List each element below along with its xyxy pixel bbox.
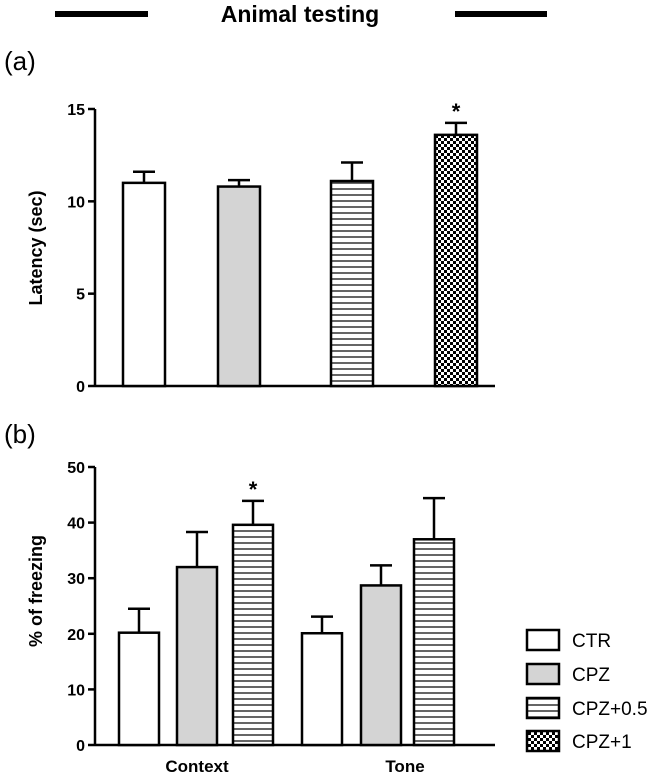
significance-marker: *: [452, 99, 461, 124]
bar-context-ctr: [117, 631, 161, 747]
panel-a-ylabel: Latency (sec): [26, 190, 46, 305]
legend-label: CPZ: [572, 665, 610, 686]
y-tick-label: 20: [67, 627, 85, 644]
legend-label: CTR: [572, 631, 611, 652]
bar-cpz-1: [433, 133, 479, 388]
y-tick-label: 0: [76, 738, 85, 755]
panel-a: (a) Latency (sec) 0 5 10 15 *: [4, 46, 495, 396]
y-tick-label: 50: [67, 460, 85, 477]
panel-b-label: (b): [4, 419, 36, 449]
y-tick-label: 10: [67, 194, 85, 211]
bar-context-cpz-0-5: [231, 523, 275, 747]
bar-cpz-0-5: [329, 179, 375, 388]
header-title: Animal testing: [221, 1, 379, 27]
bar-tone-cpz: [359, 584, 403, 747]
y-tick-label: 0: [76, 379, 85, 396]
bar-tone-ctr: [300, 631, 344, 747]
significance-marker: *: [249, 477, 258, 502]
y-tick-label: 10: [67, 682, 85, 699]
panel-b-ylabel: % of freezing: [26, 535, 46, 647]
legend: CTR CPZ CPZ+0.5 CPZ+1: [525, 628, 648, 753]
bar-ctr: [121, 181, 167, 388]
panel-b-bars: * Context Tone: [117, 477, 456, 776]
legend-swatch-ctr: [525, 628, 561, 652]
y-tick-label: 5: [76, 287, 85, 304]
x-group-label: Context: [165, 757, 229, 776]
legend-label: CPZ+1: [572, 732, 632, 753]
header: Animal testing: [55, 1, 547, 27]
bar-context-cpz: [175, 565, 219, 747]
legend-swatch-cpz-1: [525, 729, 561, 753]
legend-label: CPZ+0.5: [572, 699, 648, 720]
bar-tone-cpz-0-5: [412, 538, 456, 747]
panel-a-bars: *: [121, 99, 479, 388]
y-tick-label: 30: [67, 571, 85, 588]
panel-b: (b) % of freezing 0 10 20 30 40 50 * Context To…: [4, 419, 495, 776]
legend-swatch-cpz-0-5: [525, 696, 561, 720]
legend-swatch-cpz: [525, 662, 561, 686]
y-tick-label: 15: [67, 102, 85, 119]
x-group-label: Tone: [385, 757, 424, 776]
y-tick-label: 40: [67, 516, 85, 533]
panel-a-label: (a): [4, 46, 36, 76]
bar-cpz: [216, 185, 262, 388]
